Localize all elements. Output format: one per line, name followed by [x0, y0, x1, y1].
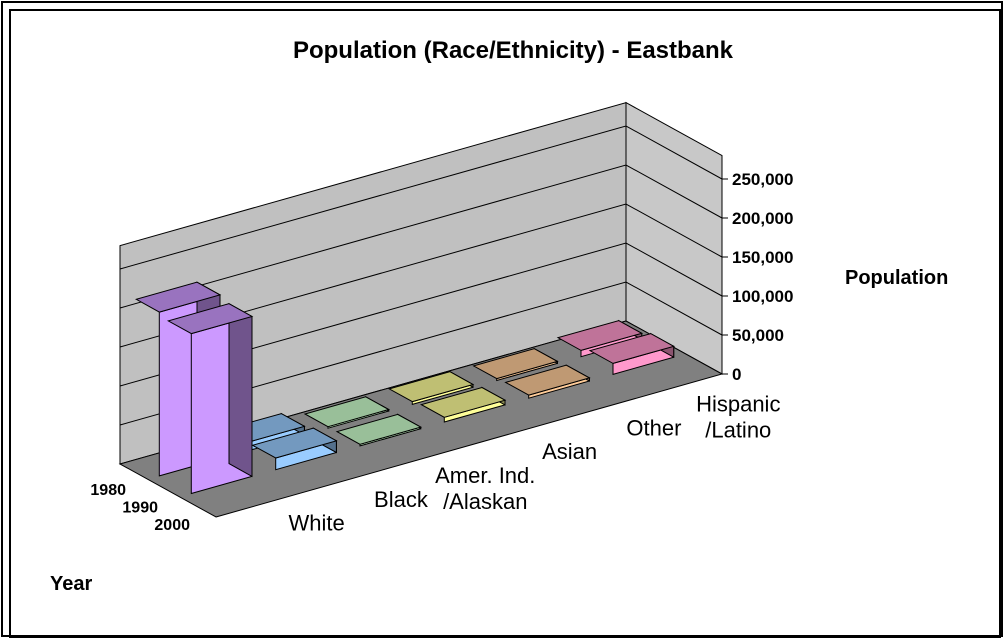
chart-title: Population (Race/Ethnicity) - Eastbank: [293, 37, 734, 64]
bar-1990-1: [251, 427, 338, 471]
category-label: Hispanic/Latino: [696, 392, 780, 443]
y-axis-title: Population: [845, 267, 948, 289]
bar-top: [556, 320, 644, 351]
bar-top: [303, 396, 391, 428]
y-tick-label: 50,000: [732, 326, 784, 345]
y-tick-label: 200,000: [732, 209, 793, 228]
bar-1980-4: [472, 347, 559, 382]
depth-axis-title: Year: [50, 573, 92, 595]
gridline: [119, 164, 723, 309]
category-label: Black: [374, 487, 429, 512]
bar-1990-0: [166, 302, 254, 495]
bar-side: [228, 302, 253, 478]
category-label: Amer. Ind./Alaskan: [435, 463, 535, 514]
bar-1980-2: [303, 395, 391, 429]
bar-top: [251, 427, 338, 459]
bar-top: [588, 333, 676, 364]
bar-top: [387, 371, 475, 403]
y-tick-label: 150,000: [732, 248, 793, 267]
year-label: 2000: [154, 517, 190, 534]
year-label: 1980: [90, 482, 126, 499]
y-tick-label: 0: [732, 365, 741, 384]
bar-1990-4: [504, 364, 591, 399]
category-label: Asian: [542, 439, 597, 464]
year-label: 1990: [122, 500, 158, 517]
y-tick-label: 100,000: [732, 287, 793, 306]
bar-top: [419, 386, 507, 418]
bar-1990-3: [419, 386, 507, 423]
bar-top: [335, 413, 423, 445]
bar-1980-3: [387, 370, 475, 406]
bar-top: [166, 303, 254, 335]
bar-top: [134, 281, 222, 313]
gridline: [119, 203, 723, 348]
category-label: Other: [626, 415, 681, 440]
y-tick-label: 250,000: [732, 170, 793, 189]
gridline: [119, 242, 723, 387]
category-label: White: [288, 511, 344, 536]
bar-1990-2: [335, 413, 423, 447]
bar-top: [504, 364, 591, 396]
gridline: [119, 125, 723, 270]
bar-1990-5: [588, 332, 676, 376]
gridline: [119, 281, 723, 426]
bar-top: [472, 348, 559, 380]
